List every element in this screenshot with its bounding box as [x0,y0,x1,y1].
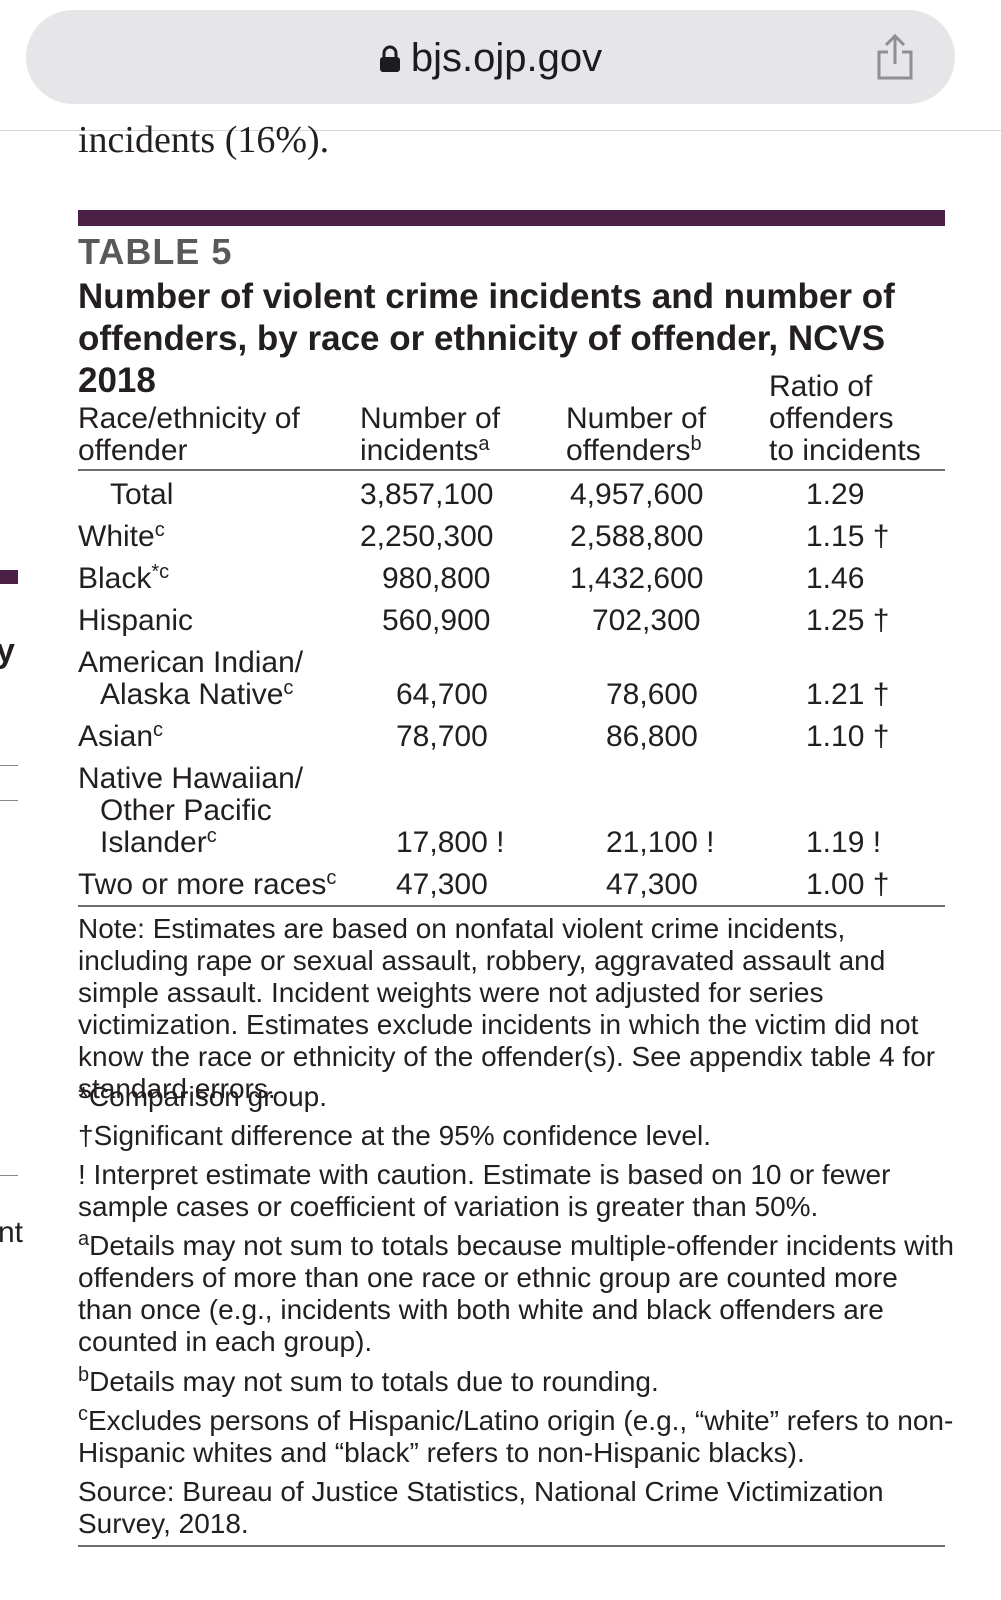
table-note: Note: Estimates are based on nonfatal vi… [78,913,936,1104]
left-column-rule [0,800,18,801]
col-header-offenders: Number of offendersb [566,402,707,467]
row-label: Whitec [78,519,165,553]
offenders-value: 1,432,600 [570,562,704,595]
ratio-value: 1.00 † [806,868,890,901]
row-label: Hispanic [78,604,194,637]
row-label: Total [110,478,174,511]
ratio-value: 1.21 † [806,678,890,711]
incidents-value: 78,700 [396,720,488,753]
share-icon[interactable] [875,32,915,87]
incidents-value: 47,300 [396,868,488,901]
left-column-fragment: nt [0,1216,24,1249]
row-label: American Indian/ Alaska Nativec [78,646,304,711]
col-header-incidents: Number of incidentsa [360,402,501,467]
footnote-b: bDetails may not sum to totals due to ro… [78,1364,659,1397]
col-header-race: Race/ethnicity of offender [78,402,300,467]
lock-icon [379,38,401,82]
footnote-a: aDetails may not sum to totals because m… [78,1228,954,1357]
offenders-value: 47,300 [606,868,698,901]
left-column-rule [0,765,18,766]
footnote-c: cExcludes persons of Hispanic/Latino ori… [78,1403,954,1468]
offenders-value: 21,100 ! [606,826,715,859]
offenders-value: 702,300 [592,604,701,637]
offenders-value: 4,957,600 [570,478,704,511]
ratio-value: 1.46 [806,562,865,595]
offenders-value: 2,588,800 [570,520,704,553]
incidents-value: 2,250,300 [360,520,494,553]
significance-note: †Significant difference at the 95% confi… [78,1120,712,1151]
ratio-value: 1.19 ! [806,826,882,859]
left-column-letter: y [0,632,15,670]
header-rule [78,469,945,471]
incidents-value: 560,900 [382,604,491,637]
incidents-value: 3,857,100 [360,478,494,511]
ratio-value: 1.29 [806,478,865,511]
url-text[interactable]: bjs.ojp.gov [410,36,603,80]
row-label: Native Hawaiian/ Other Pacific Islanderc [78,762,304,859]
previous-paragraph-fragment: incidents (16%). [78,119,330,161]
caution-note: ! Interpret estimate with caution. Estim… [78,1159,891,1222]
comparison-note: *Comparison group. [78,1081,328,1112]
offenders-value: 78,600 [606,678,698,711]
incidents-value: 64,700 [396,678,488,711]
left-column-marker [0,570,18,584]
address-bar[interactable]: bjs.ojp.gov [26,10,955,104]
table-bottom-rule [78,905,945,907]
ratio-value: 1.25 † [806,604,890,637]
table-top-bar [78,210,945,226]
row-label: Two or more racesc [78,867,337,901]
incidents-value: 17,800 ! [396,826,505,859]
ratio-value: 1.10 † [806,720,890,753]
table-label: TABLE 5 [78,231,233,272]
source-note: Source: Bureau of Justice Statistics, Na… [78,1476,884,1539]
table-title: Number of violent crime incidents and nu… [78,277,895,400]
row-label: Asianc [78,719,164,753]
ratio-value: 1.15 † [806,520,890,553]
row-label: Black*c [78,561,170,595]
incidents-value: 980,800 [382,562,491,595]
left-column-rule [0,1175,18,1176]
offenders-value: 86,800 [606,720,698,753]
toolbar-divider [0,130,1001,131]
col-header-ratio: Ratio of offenders to incidents [769,370,921,467]
notes-bottom-rule [78,1545,945,1547]
